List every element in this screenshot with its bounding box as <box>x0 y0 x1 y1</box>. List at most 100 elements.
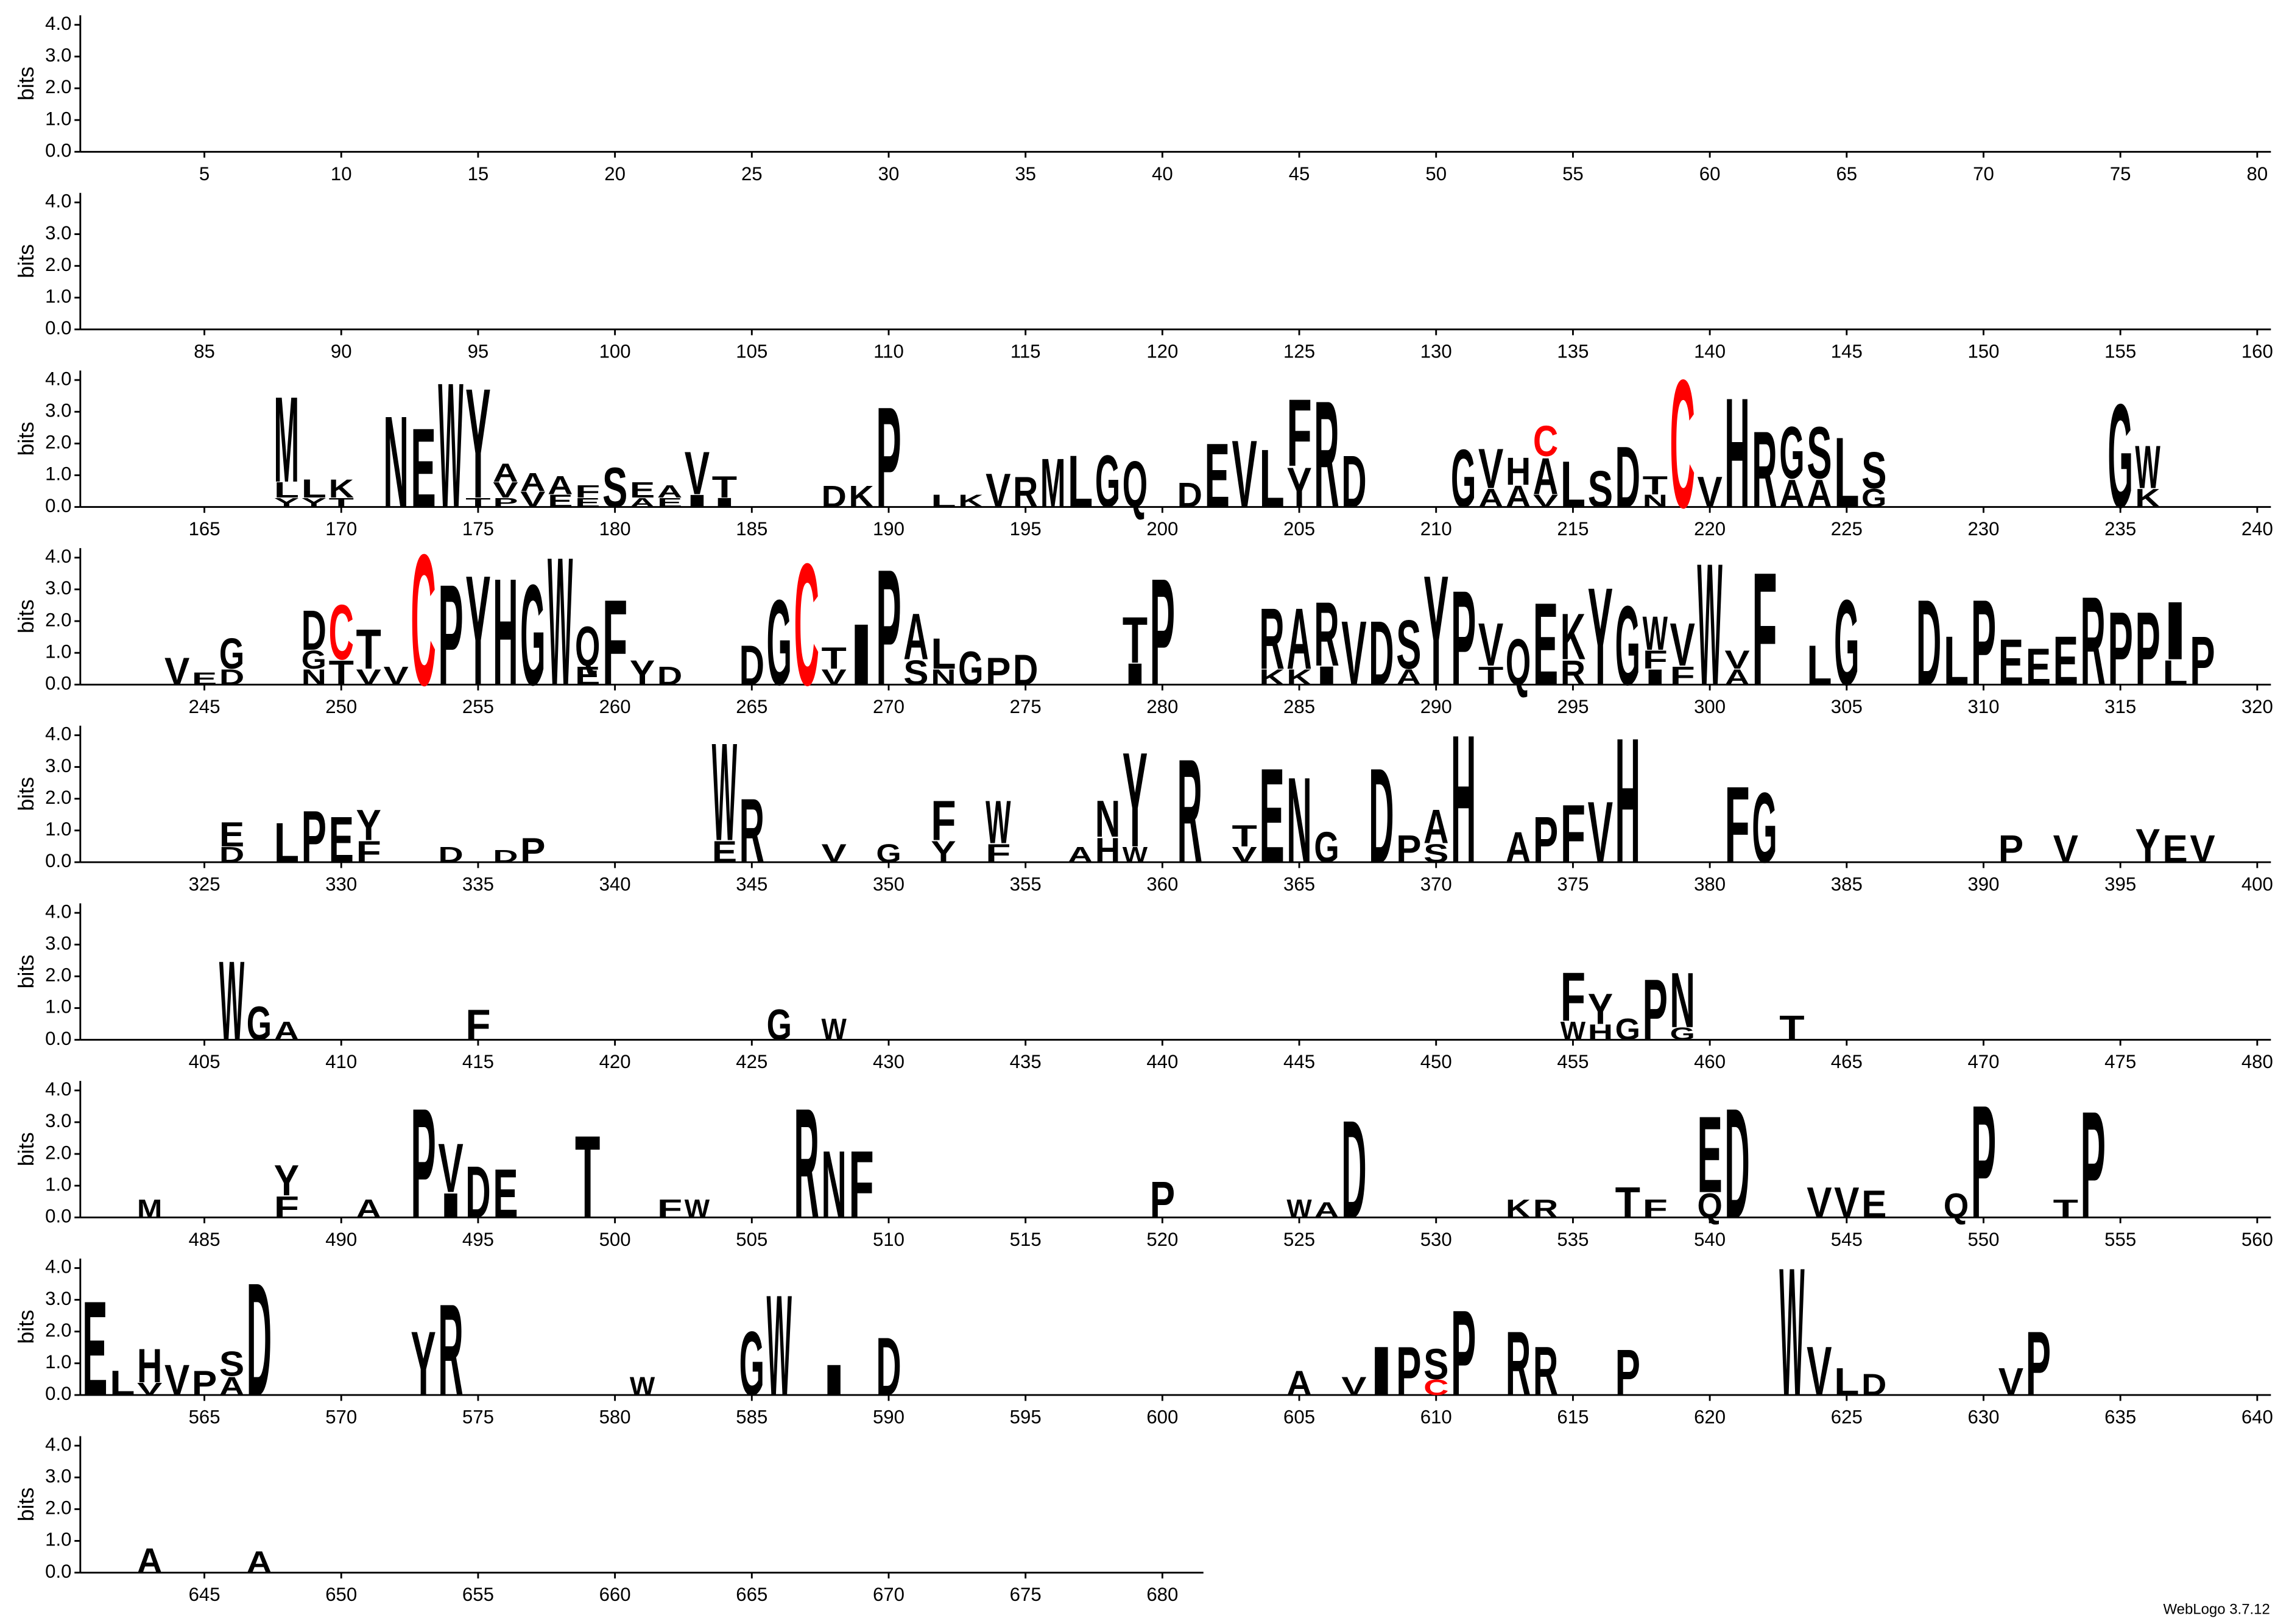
logo-letter: P <box>1971 1071 1996 1252</box>
logo-letter: A <box>274 1016 299 1046</box>
logo-letter: T <box>329 653 354 692</box>
x-tick-label: 315 <box>2104 696 2136 717</box>
logo-letter: T <box>1615 1178 1640 1227</box>
logo-letter: E <box>219 815 244 854</box>
y-axis-label: bits <box>13 1132 38 1166</box>
logo-letter: N <box>302 666 326 690</box>
logo-letter: A <box>356 1193 381 1223</box>
x-tick-label: 525 <box>1283 1229 1315 1250</box>
logo-letter: E <box>1861 1183 1886 1226</box>
x-tick-label: 485 <box>189 1229 220 1250</box>
logo-letter: E <box>2162 828 2187 871</box>
x-tick-label: 150 <box>1967 341 1999 362</box>
logo-letter: W <box>1123 843 1148 867</box>
logo-letter: D <box>493 846 518 866</box>
x-tick-label: 325 <box>189 874 220 895</box>
logo-letter: V <box>821 666 847 690</box>
logo-letter: A <box>1478 483 1503 513</box>
logo-letter: Y <box>1588 560 1613 715</box>
logo-letter: E <box>575 496 600 510</box>
logo-letter: S <box>1807 412 1832 494</box>
logo-letter: T <box>1643 471 1668 500</box>
logo-letter: W <box>986 789 1011 857</box>
logo-letter: I <box>712 496 737 510</box>
logo-letter: A <box>1533 447 1558 506</box>
y-tick-label: 3.0 <box>45 1288 71 1309</box>
logo-letter: Y <box>1286 456 1311 519</box>
x-tick-label: 80 <box>2247 163 2268 185</box>
logo-letter: F <box>1643 645 1668 674</box>
x-tick-label: 590 <box>873 1407 905 1428</box>
y-tick-label: 0.0 <box>45 1028 71 1049</box>
logo-letter: R <box>1013 468 1038 516</box>
x-tick-label: 70 <box>1973 163 1994 185</box>
x-tick-label: 285 <box>1283 696 1315 717</box>
logo-letter: F <box>986 838 1010 868</box>
x-tick-label: 205 <box>1283 518 1315 540</box>
logo-letter: R <box>1561 653 1585 692</box>
x-tick-label: 65 <box>1836 163 1857 185</box>
y-tick-label: 2.0 <box>45 1497 71 1519</box>
x-tick-label: 200 <box>1146 518 1178 540</box>
logo-letter: R <box>1259 591 1284 687</box>
logo-letter: T <box>575 1112 600 1243</box>
x-tick-label: 100 <box>599 341 631 362</box>
x-tick-label: 625 <box>1831 1407 1863 1428</box>
logo-letter: G <box>1834 575 1859 711</box>
x-tick-label: 565 <box>189 1407 220 1428</box>
logo-letter: M <box>137 1193 162 1223</box>
x-tick-label: 610 <box>1420 1407 1452 1428</box>
y-tick-label: 4.0 <box>45 13 71 34</box>
y-axis-label: bits <box>13 422 38 456</box>
logo-letter: S <box>1396 606 1421 684</box>
x-tick-label: 470 <box>1967 1051 1999 1072</box>
y-tick-label: 1.0 <box>45 1173 71 1195</box>
logo-letter: I <box>685 491 710 511</box>
logo-letter: L <box>302 474 326 503</box>
x-tick-label: 120 <box>1146 341 1178 362</box>
x-tick-label: 55 <box>1562 163 1584 185</box>
logo-letter: A <box>1724 666 1749 690</box>
x-tick-label: 395 <box>2104 874 2136 895</box>
y-tick-label: 2.0 <box>45 76 71 97</box>
y-tick-label: 0.0 <box>45 1383 71 1404</box>
logo-letter: S <box>1423 838 1448 868</box>
logo-letter: V <box>821 838 847 868</box>
footer: WebLogo 3.7.12 <box>2163 1601 2270 1618</box>
logo-letter: D <box>821 479 846 514</box>
logo-letter: P <box>302 796 326 879</box>
logo-letter: Y <box>2135 819 2160 873</box>
logo-letter: Y <box>931 834 956 869</box>
logo-letter: A <box>247 1545 272 1580</box>
y-axis-label: bits <box>13 599 38 633</box>
x-tick-label: 210 <box>1420 518 1452 540</box>
x-tick-label: 435 <box>1010 1051 1042 1072</box>
logo-letter: W <box>1643 606 1668 660</box>
logo-letter: E <box>1998 627 2023 699</box>
logo-letter: E <box>548 491 573 511</box>
logo-letter: Y <box>465 356 490 531</box>
logo-letter: G <box>767 1000 792 1049</box>
x-tick-label: 580 <box>599 1407 631 1428</box>
x-tick-label: 450 <box>1420 1051 1452 1072</box>
logo-letter: C <box>1533 417 1558 466</box>
logo-letter: W <box>630 1371 655 1401</box>
logo-letter: R <box>1314 584 1339 686</box>
logo-letter: G <box>876 838 901 868</box>
x-tick-label: 375 <box>1557 874 1589 895</box>
y-tick-label: 1.0 <box>45 1529 71 1550</box>
x-tick-label: 280 <box>1146 696 1178 717</box>
logo-letter: V <box>493 478 518 502</box>
x-tick-label: 670 <box>873 1584 905 1605</box>
logo-letter: P <box>520 831 545 870</box>
x-tick-label: 340 <box>599 874 631 895</box>
logo-letter: D <box>1177 476 1202 515</box>
logo-letter: V <box>1341 603 1366 705</box>
logo-letter: N <box>1643 491 1668 511</box>
logo-letter: A <box>1506 479 1531 514</box>
logo-letter: L <box>274 478 299 502</box>
y-axis-label: bits <box>13 66 38 100</box>
x-tick-label: 530 <box>1420 1229 1452 1250</box>
logo-letter: W <box>712 715 737 870</box>
logo-letter: G <box>520 555 545 715</box>
